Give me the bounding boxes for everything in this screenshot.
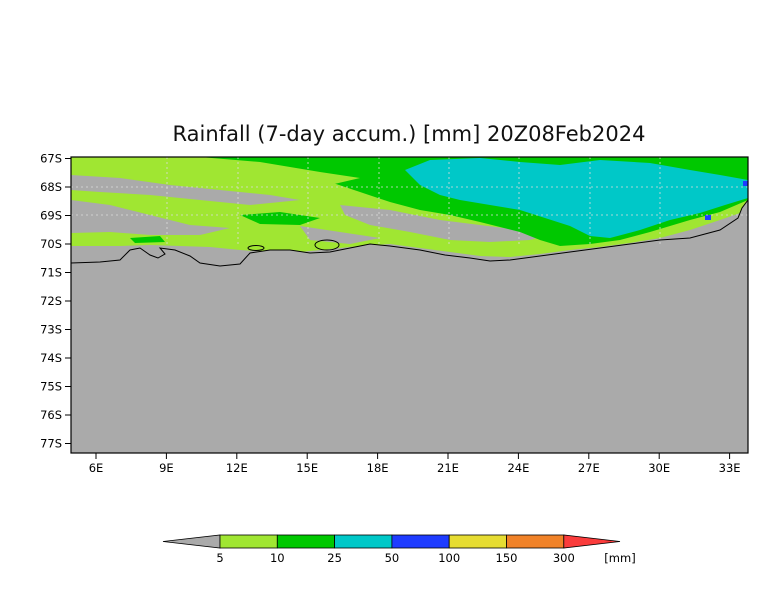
colorbar-segment-below-min [162,534,221,549]
map-panel [70,156,749,454]
rain-band-light-green-left [71,157,360,185]
colorbar-threshold-label: 50 [385,551,400,565]
colorbar-threshold-label: 300 [553,551,575,565]
lon-tick-label: 9E [159,461,174,475]
colorbar: 5 10 25 50 100 150 300 [mm] [162,534,636,565]
rain-band-green-2 [240,212,320,225]
colorbar-segment [334,534,393,549]
lon-tick-label: 12E [226,461,248,475]
lat-tick-label: 68S [40,180,62,194]
lat-tick-label: 75S [40,380,62,394]
colorbar-threshold-label: 100 [438,551,460,565]
lat-tick-label: 74S [40,351,62,365]
colorbar-segment [506,534,565,549]
rain-band-green-3 [130,236,165,243]
rain-patch-blue-2 [743,181,748,186]
no-rain-patch-5 [300,226,380,244]
colorbar-threshold-label: 5 [216,551,223,565]
coastline [70,199,749,267]
lon-tick-label: 15E [296,461,318,475]
lon-tick-label: 30E [648,461,670,475]
colorbar-segment [276,534,335,549]
lat-tick-label: 71S [40,266,62,280]
latitude-axis: 67S 68S 69S 70S 71S 72S 73S 74S 75S 76S 77S [40,152,71,451]
colorbar-segment-above-max [563,534,621,549]
colorbar-segment [219,534,278,549]
lon-tick-label: 21E [437,461,459,475]
lat-tick-label: 72S [40,294,62,308]
no-rain-patch-2 [71,200,230,235]
island-outline-2 [314,239,340,251]
lat-tick-label: 67S [40,152,62,166]
lat-tick-label: 69S [40,209,62,223]
colorbar-segment [391,534,450,549]
no-rain-patch-4 [340,205,560,242]
lon-tick-label: 33E [719,461,741,475]
island-outline-1 [247,245,265,251]
colorbar-threshold-label: 150 [496,551,518,565]
lon-tick-label: 6E [89,461,104,475]
lat-tick-label: 76S [40,408,62,422]
lon-tick-label: 27E [578,461,600,475]
map-frame [70,156,749,454]
lon-tick-label: 24E [507,461,529,475]
lon-tick-label: 18E [367,461,389,475]
no-rain-patch-1 [71,175,300,205]
longitude-axis: 6E 9E 12E 15E 18E 21E 24E 27E 30E 33E [89,453,741,475]
antarctic-land [71,200,748,453]
map-title: Rainfall (7-day accum.) [mm] 20Z08Feb202… [172,122,646,146]
lat-tick-label: 77S [40,437,62,451]
lat-tick-label: 73S [40,323,62,337]
rain-patch-blue-1 [705,215,711,220]
colorbar-threshold-label: 10 [270,551,285,565]
lat-tick-label: 70S [40,237,62,251]
colorbar-unit-label: [mm] [604,551,635,565]
rain-band-cyan [405,158,748,238]
colorbar-threshold-label: 25 [327,551,342,565]
colorbar-segment [448,534,507,549]
